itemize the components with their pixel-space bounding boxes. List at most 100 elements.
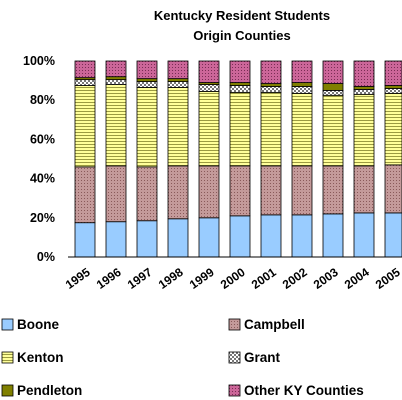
- bar-segment-pendleton: [260, 83, 282, 87]
- y-tick-label: 80%: [30, 93, 55, 107]
- bar-segment-boone: [136, 220, 158, 258]
- x-tick-label: 2003: [311, 265, 341, 292]
- bar-segment-kenton: [229, 91, 251, 167]
- bar-segment-pendleton: [167, 78, 189, 82]
- bar-segment-boone: [291, 214, 313, 258]
- legend-label: Pendleton: [17, 383, 82, 398]
- bar-segment-campbell: [291, 165, 313, 216]
- bar-segment-pendleton: [136, 78, 158, 82]
- legend-swatch: [228, 318, 241, 331]
- bar-segment-other-ky-counties: [229, 60, 251, 83]
- chart-title-line-1: Kentucky Resident Students: [154, 8, 330, 23]
- bar-segment-kenton: [291, 92, 313, 167]
- bar-segment-pendleton: [291, 82, 313, 87]
- bar-segment-boone: [229, 215, 251, 258]
- bar-segment-kenton: [384, 92, 402, 166]
- legend-swatch: [228, 384, 241, 397]
- legend: Boone Campbell Kenton Grant Pendleton Other K…: [1, 317, 364, 398]
- bar-segment-other-ky-counties: [291, 60, 313, 83]
- bar-segment-campbell: [74, 166, 96, 224]
- bar-segment-boone: [198, 217, 220, 258]
- bar-segment-campbell: [167, 165, 189, 220]
- x-tick-label: 1998: [156, 265, 186, 292]
- chart-title-line-2: Origin Counties: [193, 28, 291, 43]
- bar-segment-kenton: [260, 91, 282, 167]
- bar-segment-kenton: [136, 87, 158, 168]
- bar-segment-grant: [74, 79, 96, 86]
- y-tick-label: 40%: [30, 172, 55, 186]
- bar-segment-pendleton: [353, 86, 375, 90]
- y-tick-label: 100%: [23, 54, 55, 68]
- x-tick-label: 1995: [63, 265, 93, 292]
- bar-segment-grant: [136, 81, 158, 88]
- bar-segment-grant: [384, 88, 402, 94]
- legend-swatch: [1, 384, 14, 397]
- bar-segment-pendleton: [384, 85, 402, 89]
- legend-label: Campbell: [244, 317, 305, 332]
- bar-segment-other-ky-counties: [74, 60, 96, 79]
- legend-label: Other KY Counties: [244, 383, 364, 398]
- legend-label: Kenton: [17, 350, 64, 365]
- y-tick-label: 20%: [30, 211, 55, 225]
- bar-segment-kenton: [167, 87, 189, 167]
- bar-segment-kenton: [353, 93, 375, 167]
- bar-segment-other-ky-counties: [322, 60, 344, 84]
- bar-segment-grant: [105, 79, 127, 85]
- bar-segment-other-ky-counties: [167, 60, 189, 80]
- x-tick-label: 2001: [249, 265, 279, 292]
- bar-segment-campbell: [229, 165, 251, 217]
- bar-segment-other-ky-counties: [260, 60, 282, 84]
- bar-segment-other-ky-counties: [105, 60, 127, 78]
- bar-segment-campbell: [322, 165, 344, 215]
- bar-segment-grant: [198, 84, 220, 92]
- bar-segment-other-ky-counties: [384, 60, 402, 86]
- bar-segment-kenton: [105, 84, 127, 167]
- bar-segment-campbell: [105, 165, 127, 223]
- x-tick-label: 2004: [342, 265, 372, 292]
- bar-segment-campbell: [136, 166, 158, 222]
- bar-segment-pendleton: [229, 82, 251, 86]
- bar-segment-kenton: [198, 90, 220, 167]
- bar-segment-campbell: [353, 165, 375, 214]
- legend-label: Boone: [17, 317, 59, 332]
- x-tick-label: 1997: [125, 265, 155, 292]
- y-tick-label: 0%: [37, 250, 55, 264]
- bar-segment-pendleton: [322, 83, 344, 91]
- legend-swatch: [1, 351, 14, 364]
- bar-segment-boone: [384, 212, 402, 258]
- legend-swatch: [1, 318, 14, 331]
- bar-segment-boone: [353, 212, 375, 258]
- bar-segment-other-ky-counties: [198, 60, 220, 83]
- bar-segment-boone: [322, 213, 344, 258]
- bar-segment-kenton: [74, 85, 96, 168]
- bars: [74, 60, 402, 258]
- bar-segment-boone: [167, 218, 189, 258]
- bar-segment-kenton: [322, 94, 344, 167]
- x-tick-label: 1996: [94, 265, 124, 292]
- y-tick-label: 60%: [30, 132, 55, 146]
- x-tick-label: 2005: [373, 265, 402, 292]
- x-axis-ticks: 1995 1996 1997 1998 1999 2000 2001 2002 2003 2004…: [63, 265, 402, 292]
- bar-segment-other-ky-counties: [136, 60, 158, 80]
- bar-segment-grant: [229, 85, 251, 93]
- legend-swatch: [228, 351, 241, 364]
- bar-segment-campbell: [384, 164, 402, 214]
- legend-label: Grant: [244, 350, 281, 365]
- x-tick-label: 2000: [218, 265, 248, 292]
- x-tick-label: 1999: [187, 265, 217, 292]
- bar-segment-boone: [260, 214, 282, 258]
- bar-segment-grant: [353, 89, 375, 95]
- bar-segment-grant: [291, 86, 313, 94]
- bar-segment-campbell: [260, 165, 282, 216]
- y-axis-ticks: 0% 20% 40% 60% 80% 100%: [23, 54, 55, 264]
- bar-segment-grant: [260, 86, 282, 93]
- bar-segment-grant: [322, 90, 344, 96]
- bar-segment-boone: [105, 221, 127, 258]
- bar-segment-campbell: [198, 165, 220, 219]
- bar-segment-boone: [74, 222, 96, 258]
- x-tick-label: 2002: [280, 265, 310, 292]
- bar-segment-grant: [167, 81, 189, 88]
- bar-segment-pendleton: [105, 76, 127, 81]
- bar-segment-other-ky-counties: [353, 60, 375, 87]
